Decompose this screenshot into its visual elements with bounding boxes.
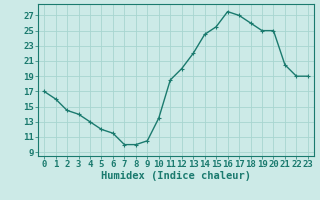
X-axis label: Humidex (Indice chaleur): Humidex (Indice chaleur) — [101, 171, 251, 181]
